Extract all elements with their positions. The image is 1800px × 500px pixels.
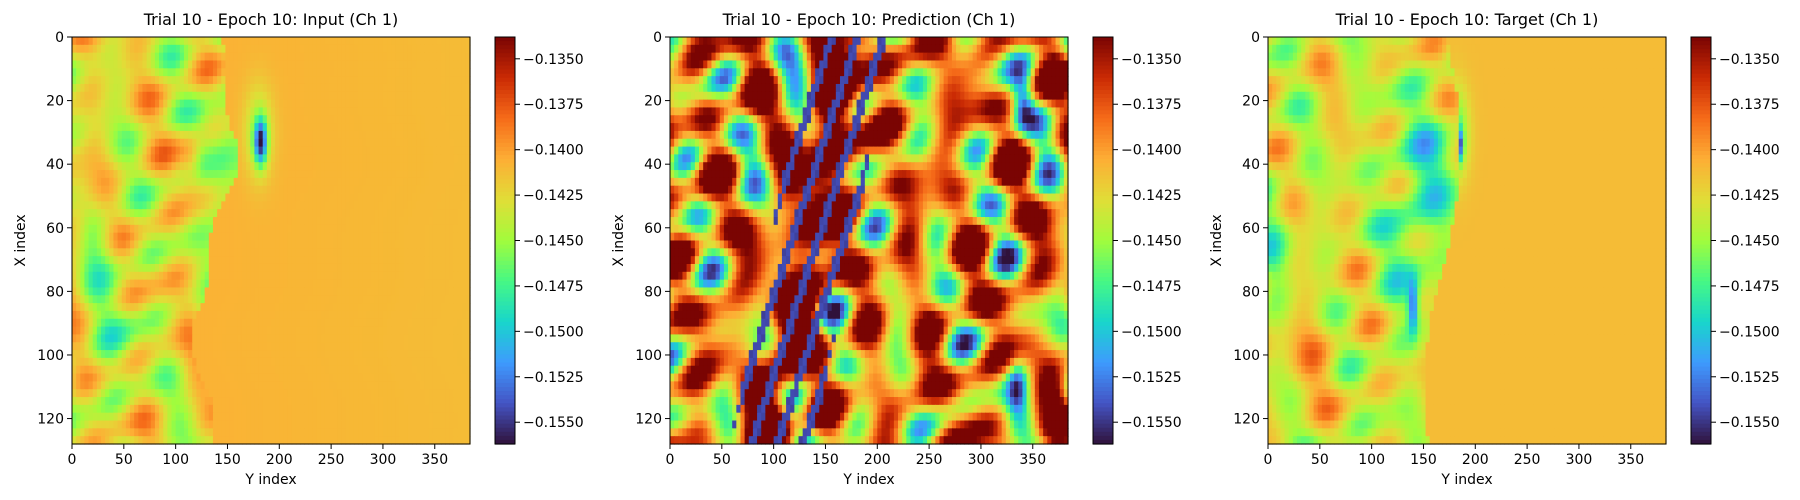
colorbar-tick-label: −0.1525 — [1719, 370, 1780, 386]
plot-frame — [1267, 36, 1667, 445]
x-tick-label: 200 — [266, 452, 293, 468]
colorbar-tick-label: −0.1375 — [1121, 97, 1182, 113]
y-tick-label: 100 — [1233, 348, 1260, 364]
colorbar-tick-label: −0.1375 — [523, 97, 584, 113]
y-tick-label: 60 — [1242, 221, 1260, 237]
colorbar-tick-label: −0.1400 — [1719, 143, 1780, 159]
plot-frame — [669, 36, 1069, 445]
colorbar: −0.1350 −0.1375 −0.1400 −0.1425 −0.1450 −0.14… — [1092, 36, 1182, 445]
colorbar-tick-label: −0.1525 — [523, 370, 584, 386]
subplot-2: 0 50 100 150 200 250 300 350 0 20 40 60 80 100 120 Tria… — [611, 10, 1182, 488]
y-tick-label: 100 — [37, 348, 64, 364]
subplot-1: 0 50 100 150 200 250 300 350 0 20 40 60 80 100 120 Tria… — [13, 10, 584, 488]
colorbar-tick-label: −0.1525 — [1121, 370, 1182, 386]
y-tick-label: 60 — [644, 221, 662, 237]
y-tick-label: 60 — [46, 221, 64, 237]
x-axis-label: Y index — [842, 472, 894, 488]
colorbar-tick-label: −0.1425 — [1719, 188, 1780, 204]
y-tick-label: 20 — [46, 94, 64, 110]
heatmap — [670, 37, 1069, 445]
x-tick-label: 300 — [968, 452, 995, 468]
colorbar-tick-label: −0.1450 — [523, 234, 584, 250]
colorbar-tick-label: −0.1500 — [523, 324, 584, 340]
colorbar-tick-label: −0.1500 — [1121, 324, 1182, 340]
y-tick-label: 100 — [635, 348, 662, 364]
x-tick-label: 250 — [318, 452, 345, 468]
colorbar-tick-label: −0.1450 — [1719, 234, 1780, 250]
x-tick-label: 0 — [666, 452, 675, 468]
y-tick-label: 40 — [644, 157, 662, 173]
y-axis-label: X index — [611, 214, 627, 266]
colorbar-tick-label: −0.1350 — [1719, 52, 1780, 68]
x-tick-label: 50 — [1311, 452, 1329, 468]
colorbar-tick-label: −0.1350 — [523, 52, 584, 68]
y-tick-label: 0 — [55, 30, 64, 46]
x-tick-label: 100 — [760, 452, 787, 468]
colorbar-tick-label: −0.1500 — [1719, 324, 1780, 340]
x-tick-label: 0 — [1264, 452, 1273, 468]
x-tick-label: 100 — [1358, 452, 1385, 468]
colorbar-tick-label: −0.1375 — [1719, 97, 1780, 113]
x-tick-label: 100 — [162, 452, 189, 468]
colorbar-tick-label: −0.1475 — [1121, 279, 1182, 295]
x-tick-label: 250 — [916, 452, 943, 468]
y-tick-label: 80 — [644, 284, 662, 300]
colorbar-tick-label: −0.1350 — [1121, 52, 1182, 68]
colorbar-tick-label: −0.1450 — [1121, 234, 1182, 250]
chart-title: Trial 10 - Epoch 10: Target (Ch 1) — [1335, 10, 1599, 29]
colorbar-tick-label: −0.1475 — [523, 279, 584, 295]
x-axis-label: Y index — [1440, 472, 1492, 488]
x-tick-label: 50 — [713, 452, 731, 468]
x-tick-label: 200 — [864, 452, 891, 468]
subplot-3: 0 50 100 150 200 250 300 350 0 20 40 60 80 100 120 Tria… — [1209, 10, 1780, 488]
y-tick-label: 0 — [653, 30, 662, 46]
x-tick-label: 350 — [1617, 452, 1644, 468]
colorbar-tick-label: −0.1425 — [523, 188, 584, 204]
colorbar-tick-label: −0.1550 — [523, 415, 584, 431]
colorbar-tick-label: −0.1425 — [1121, 188, 1182, 204]
plot-frame — [71, 36, 471, 445]
x-tick-label: 350 — [1019, 452, 1046, 468]
colorbar-tick-label: −0.1550 — [1121, 415, 1182, 431]
colorbar-tick-label: −0.1400 — [1121, 143, 1182, 159]
x-tick-label: 150 — [1410, 452, 1437, 468]
x-tick-label: 300 — [370, 452, 397, 468]
colorbar-tick-label: −0.1475 — [1719, 279, 1780, 295]
colorbar-tick-label: −0.1400 — [523, 143, 584, 159]
colorbar: −0.1350 −0.1375 −0.1400 −0.1425 −0.1450 −0.14… — [1690, 36, 1780, 445]
y-tick-label: 0 — [1251, 30, 1260, 46]
colorbar-tick-label: −0.1550 — [1719, 415, 1780, 431]
y-tick-label: 40 — [46, 157, 64, 173]
y-axis-label: X index — [1209, 214, 1225, 266]
heatmap — [72, 37, 471, 445]
heatmap — [1268, 37, 1667, 445]
y-axis-label: X index — [13, 214, 29, 266]
x-tick-label: 300 — [1566, 452, 1593, 468]
y-tick-label: 20 — [1242, 94, 1260, 110]
y-tick-label: 80 — [46, 284, 64, 300]
y-tick-label: 80 — [1242, 284, 1260, 300]
x-tick-label: 50 — [115, 452, 133, 468]
x-tick-label: 150 — [214, 452, 241, 468]
chart-title: Trial 10 - Epoch 10: Prediction (Ch 1) — [722, 10, 1016, 29]
y-tick-label: 40 — [1242, 157, 1260, 173]
y-tick-label: 20 — [644, 94, 662, 110]
x-tick-label: 0 — [68, 452, 77, 468]
y-tick-label: 120 — [1233, 412, 1260, 428]
x-tick-label: 250 — [1514, 452, 1541, 468]
x-axis-label: Y index — [244, 472, 296, 488]
x-tick-label: 200 — [1462, 452, 1489, 468]
y-tick-label: 120 — [37, 412, 64, 428]
y-tick-label: 120 — [635, 412, 662, 428]
colorbar: −0.1350 −0.1375 −0.1400 −0.1425 −0.1450 −0.14… — [494, 36, 584, 445]
x-tick-label: 350 — [421, 452, 448, 468]
x-tick-label: 150 — [812, 452, 839, 468]
chart-title: Trial 10 - Epoch 10: Input (Ch 1) — [143, 10, 399, 29]
